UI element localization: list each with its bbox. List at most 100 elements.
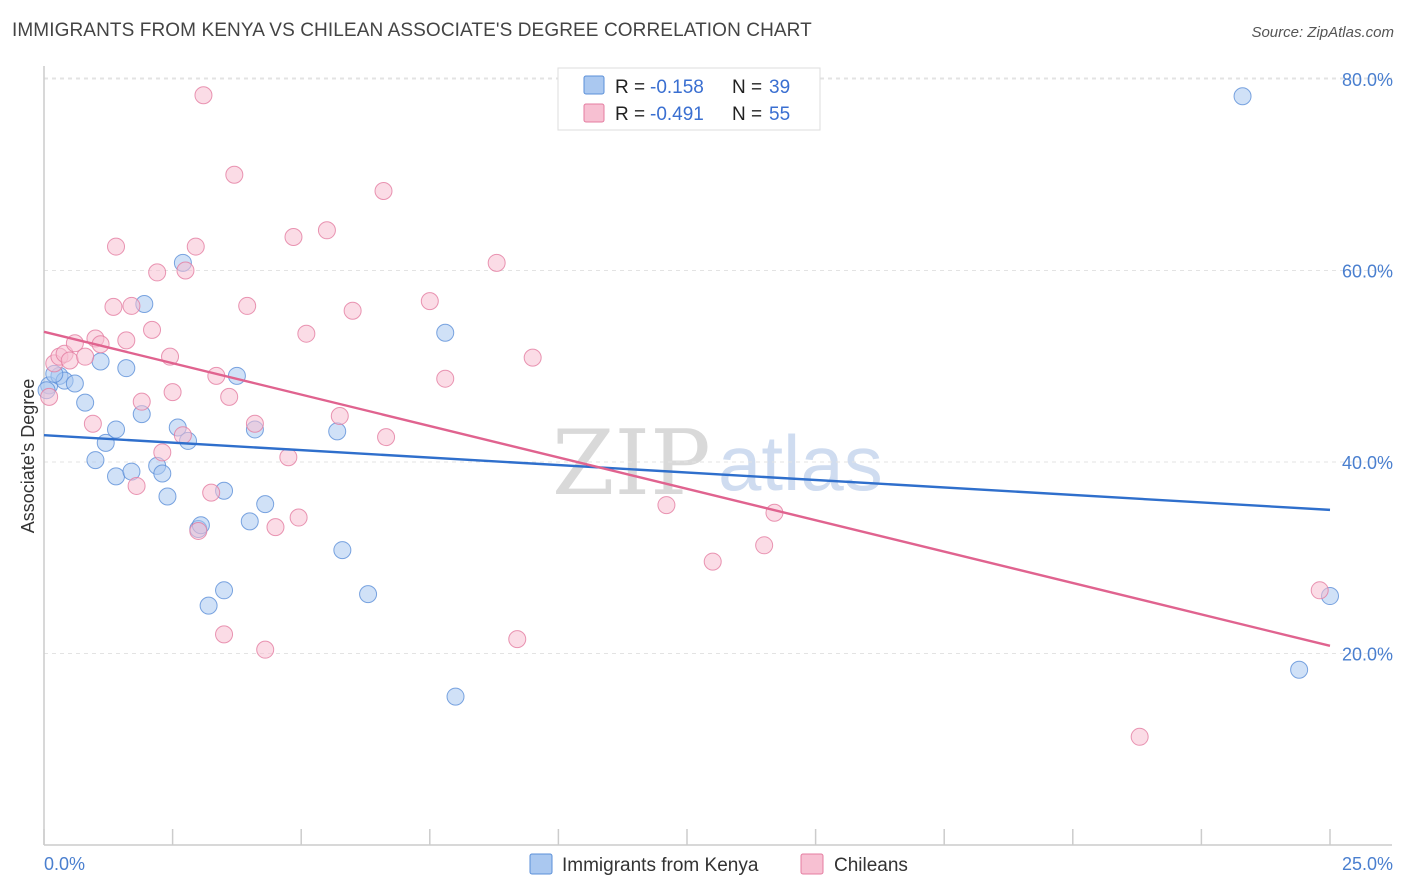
data-point <box>225 165 244 184</box>
data-point <box>227 366 246 385</box>
data-point <box>436 323 455 342</box>
data-point <box>266 518 285 537</box>
data-point <box>330 407 349 426</box>
data-point <box>220 387 239 406</box>
watermark-atlas: atlas <box>718 419 883 507</box>
legend-n-value-kenya: 39 <box>769 77 790 98</box>
data-point <box>377 428 396 447</box>
chart-title: IMMIGRANTS FROM KENYA VS CHILEAN ASSOCIA… <box>12 20 812 41</box>
bottom-legend-label-chileans: Chileans <box>834 855 908 876</box>
data-point <box>194 86 213 105</box>
bottom-legend-swatch-chileans <box>800 853 824 875</box>
x-axis-ticks <box>43 829 1331 845</box>
source-label: Source: ZipAtlas.com <box>1251 24 1394 41</box>
y-tick-label: 20.0% <box>1342 645 1393 665</box>
data-point <box>117 359 136 378</box>
data-point <box>104 297 123 316</box>
legend-swatch-chileans <box>583 103 605 123</box>
data-point <box>279 448 298 467</box>
data-point <box>245 414 264 433</box>
data-point <box>703 552 722 571</box>
y-tick-label: 80.0% <box>1342 70 1393 90</box>
y-tick-labels: 20.0% 40.0% 60.0% 80.0% <box>1342 70 1393 665</box>
data-point <box>148 263 167 282</box>
data-point <box>91 352 110 371</box>
y-tick-label: 40.0% <box>1342 453 1393 473</box>
legend-r-value-chileans: -0.491 <box>650 104 704 125</box>
data-point <box>158 487 177 506</box>
data-point <box>215 581 234 600</box>
series-legend: Immigrants from Kenya Chileans <box>529 853 908 876</box>
y-tick-label: 60.0% <box>1342 262 1393 282</box>
data-point <box>127 476 146 495</box>
data-point <box>173 426 192 445</box>
data-point <box>153 464 172 483</box>
data-point <box>284 227 303 246</box>
data-point <box>202 483 221 502</box>
data-point <box>176 261 195 280</box>
data-point <box>523 348 542 367</box>
data-point <box>508 630 527 649</box>
data-point <box>40 387 59 406</box>
data-point <box>86 451 105 470</box>
data-point <box>132 392 151 411</box>
data-point <box>1310 581 1329 600</box>
data-point <box>83 414 102 433</box>
trend-line-kenya <box>43 433 1331 512</box>
data-point <box>107 237 126 256</box>
data-point <box>122 296 141 315</box>
data-point <box>238 296 257 315</box>
legend-n-label-chileans: N = <box>732 104 762 125</box>
data-point <box>1130 727 1149 746</box>
data-point <box>487 253 506 272</box>
data-point <box>107 467 126 486</box>
data-point <box>76 347 95 366</box>
data-point <box>359 585 378 604</box>
data-point <box>256 495 275 514</box>
legend-r-label-kenya: R = <box>615 77 645 98</box>
data-point <box>65 374 84 393</box>
legend-swatch-kenya <box>583 75 605 95</box>
data-point <box>76 393 95 412</box>
trend-lines <box>43 330 1331 648</box>
data-point <box>446 687 465 706</box>
data-point <box>117 331 136 350</box>
data-point <box>755 536 774 555</box>
data-point <box>186 237 205 256</box>
data-point <box>215 625 234 644</box>
data-point <box>199 596 218 615</box>
data-point <box>240 512 259 531</box>
legend-r-value-kenya: -0.158 <box>650 77 704 98</box>
data-point <box>328 422 347 441</box>
bottom-legend-label-kenya: Immigrants from Kenya <box>562 855 759 876</box>
data-point <box>374 182 393 201</box>
data-point <box>289 508 308 527</box>
data-point <box>657 496 676 515</box>
data-point <box>1233 87 1252 106</box>
data-point <box>143 320 162 339</box>
legend-n-label-kenya: N = <box>732 77 762 98</box>
data-point <box>420 292 439 311</box>
data-point <box>163 383 182 402</box>
series-chileans-points <box>40 86 1329 746</box>
data-point <box>189 521 208 540</box>
data-point <box>256 640 275 659</box>
data-point <box>107 420 126 439</box>
data-point <box>297 324 316 343</box>
data-point <box>317 221 336 240</box>
data-point <box>1290 660 1309 679</box>
data-point <box>153 443 172 462</box>
data-point <box>343 301 362 320</box>
trend-line-chileans <box>43 330 1331 648</box>
data-point <box>60 351 79 370</box>
bottom-legend-swatch-kenya <box>529 853 553 875</box>
legend-r-label-chileans: R = <box>615 104 645 125</box>
stats-legend: R = -0.158 N = 39 R = -0.491 N = 55 <box>557 67 821 131</box>
y-axis-label: Associate's Degree <box>18 379 38 534</box>
x-tick-label-max: 25.0% <box>1342 854 1393 874</box>
x-tick-label-min: 0.0% <box>44 854 85 874</box>
watermark-zip: ZIP <box>552 411 711 516</box>
legend-n-value-chileans: 55 <box>769 104 790 125</box>
data-point <box>436 369 455 388</box>
